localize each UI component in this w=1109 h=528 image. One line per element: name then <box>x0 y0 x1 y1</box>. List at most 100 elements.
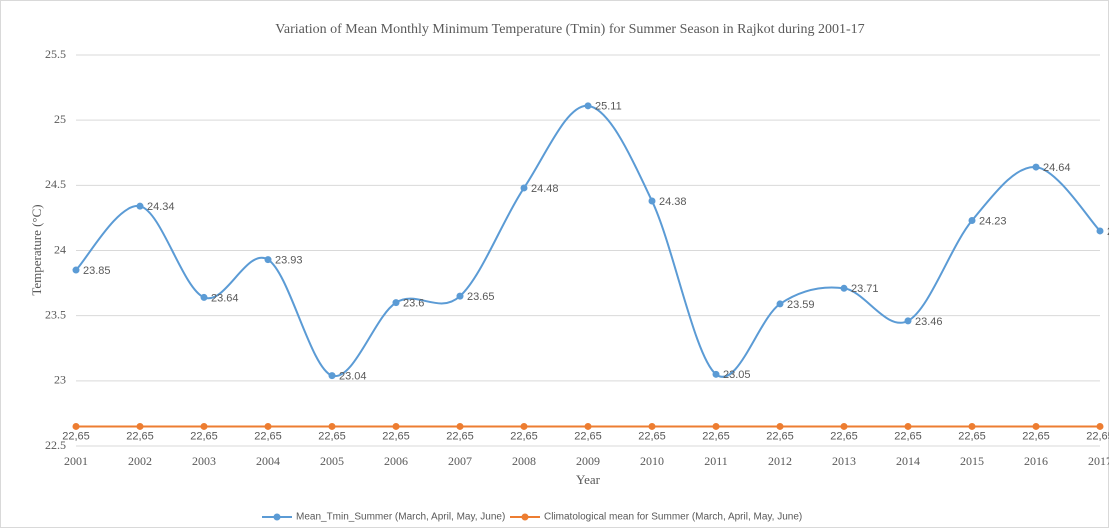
x-tick-label: 2004 <box>256 454 280 468</box>
data-point <box>200 422 208 430</box>
data-label: 24.64 <box>1043 162 1071 174</box>
y-tick-label: 22.5 <box>45 438 66 452</box>
chart-title: Variation of Mean Monthly Minimum Temper… <box>275 22 864 37</box>
data-point <box>840 284 848 292</box>
data-point <box>392 422 400 430</box>
data-point <box>904 317 912 325</box>
data-point <box>1096 422 1104 430</box>
data-label: 24.15 <box>1107 226 1109 238</box>
legend-marker <box>521 513 529 521</box>
data-label: 23.65 <box>467 291 495 303</box>
x-tick-label: 2008 <box>512 454 536 468</box>
data-label: 22,65 <box>638 430 666 442</box>
x-tick-label: 2017 <box>1088 454 1109 468</box>
data-point <box>456 292 464 300</box>
data-label: 22,65 <box>1086 430 1109 442</box>
data-point <box>520 422 528 430</box>
x-tick-label: 2011 <box>704 454 728 468</box>
data-label: 22,65 <box>382 430 410 442</box>
data-point <box>584 422 592 430</box>
data-point <box>264 256 272 264</box>
data-point <box>584 102 592 110</box>
data-label: 22,65 <box>62 430 90 442</box>
data-point <box>712 422 720 430</box>
data-point <box>904 422 912 430</box>
data-label: 22,65 <box>510 430 538 442</box>
data-point <box>1096 227 1104 235</box>
data-label: 22,65 <box>894 430 922 442</box>
y-tick-label: 23.5 <box>45 307 66 321</box>
data-point <box>712 370 720 378</box>
data-label: 24.48 <box>531 183 559 195</box>
data-label: 22,65 <box>702 430 730 442</box>
y-tick-label: 23 <box>54 373 66 387</box>
x-tick-label: 2012 <box>768 454 792 468</box>
x-tick-label: 2009 <box>576 454 600 468</box>
data-point <box>968 217 976 225</box>
data-point <box>776 422 784 430</box>
data-label: 23.6 <box>403 298 424 310</box>
data-point <box>968 422 976 430</box>
data-point <box>1032 163 1040 171</box>
data-label: 22,65 <box>190 430 218 442</box>
y-tick-label: 24.5 <box>45 177 66 191</box>
y-tick-label: 24 <box>54 242 66 256</box>
data-label: 22,65 <box>830 430 858 442</box>
y-tick-label: 25.5 <box>45 47 66 61</box>
data-label: 23.59 <box>787 299 815 311</box>
x-tick-label: 2006 <box>384 454 408 468</box>
data-point <box>392 299 400 307</box>
data-point <box>1032 422 1040 430</box>
x-tick-label: 2013 <box>832 454 856 468</box>
data-label: 25.11 <box>595 101 622 113</box>
data-point <box>840 422 848 430</box>
x-tick-label: 2014 <box>896 454 920 468</box>
data-label: 24.38 <box>659 196 687 208</box>
data-point <box>328 372 336 380</box>
data-point <box>72 422 80 430</box>
data-label: 22,65 <box>318 430 346 442</box>
legend-marker <box>273 513 281 521</box>
data-label: 23.46 <box>915 316 943 328</box>
x-tick-label: 2005 <box>320 454 344 468</box>
data-point <box>776 300 784 308</box>
data-point <box>136 422 144 430</box>
data-label: 24.23 <box>979 215 1007 227</box>
y-tick-label: 25 <box>54 112 66 126</box>
data-label: 23.71 <box>851 283 879 295</box>
x-tick-label: 2001 <box>64 454 88 468</box>
data-label: 22,65 <box>766 430 794 442</box>
data-label: 22,65 <box>1022 430 1050 442</box>
data-point <box>328 422 336 430</box>
data-point <box>200 293 208 301</box>
x-tick-label: 2010 <box>640 454 664 468</box>
x-tick-label: 2003 <box>192 454 216 468</box>
data-label: 22,65 <box>446 430 474 442</box>
legend-label: Mean_Tmin_Summer (March, April, May, Jun… <box>296 512 505 523</box>
data-point <box>264 422 272 430</box>
data-point <box>648 197 656 205</box>
data-label: 24.34 <box>147 201 175 213</box>
data-label: 22,65 <box>958 430 986 442</box>
data-label: 23.04 <box>339 371 367 383</box>
data-label: 23.64 <box>211 292 239 304</box>
x-tick-label: 2002 <box>128 454 152 468</box>
data-label: 22,65 <box>254 430 282 442</box>
data-label: 23.85 <box>83 265 111 277</box>
data-point <box>136 202 144 210</box>
legend-label: Climatological mean for Summer (March, A… <box>544 512 802 523</box>
data-point <box>648 422 656 430</box>
data-point <box>520 184 528 192</box>
data-point <box>72 266 80 274</box>
y-axis-title: Temperature (°C) <box>29 204 44 295</box>
data-label: 23.93 <box>275 255 303 267</box>
x-tick-label: 2007 <box>448 454 472 468</box>
x-axis-title: Year <box>576 472 601 487</box>
data-label: 22,65 <box>574 430 602 442</box>
data-label: 22,65 <box>126 430 154 442</box>
x-tick-label: 2016 <box>1024 454 1048 468</box>
x-tick-label: 2015 <box>960 454 984 468</box>
